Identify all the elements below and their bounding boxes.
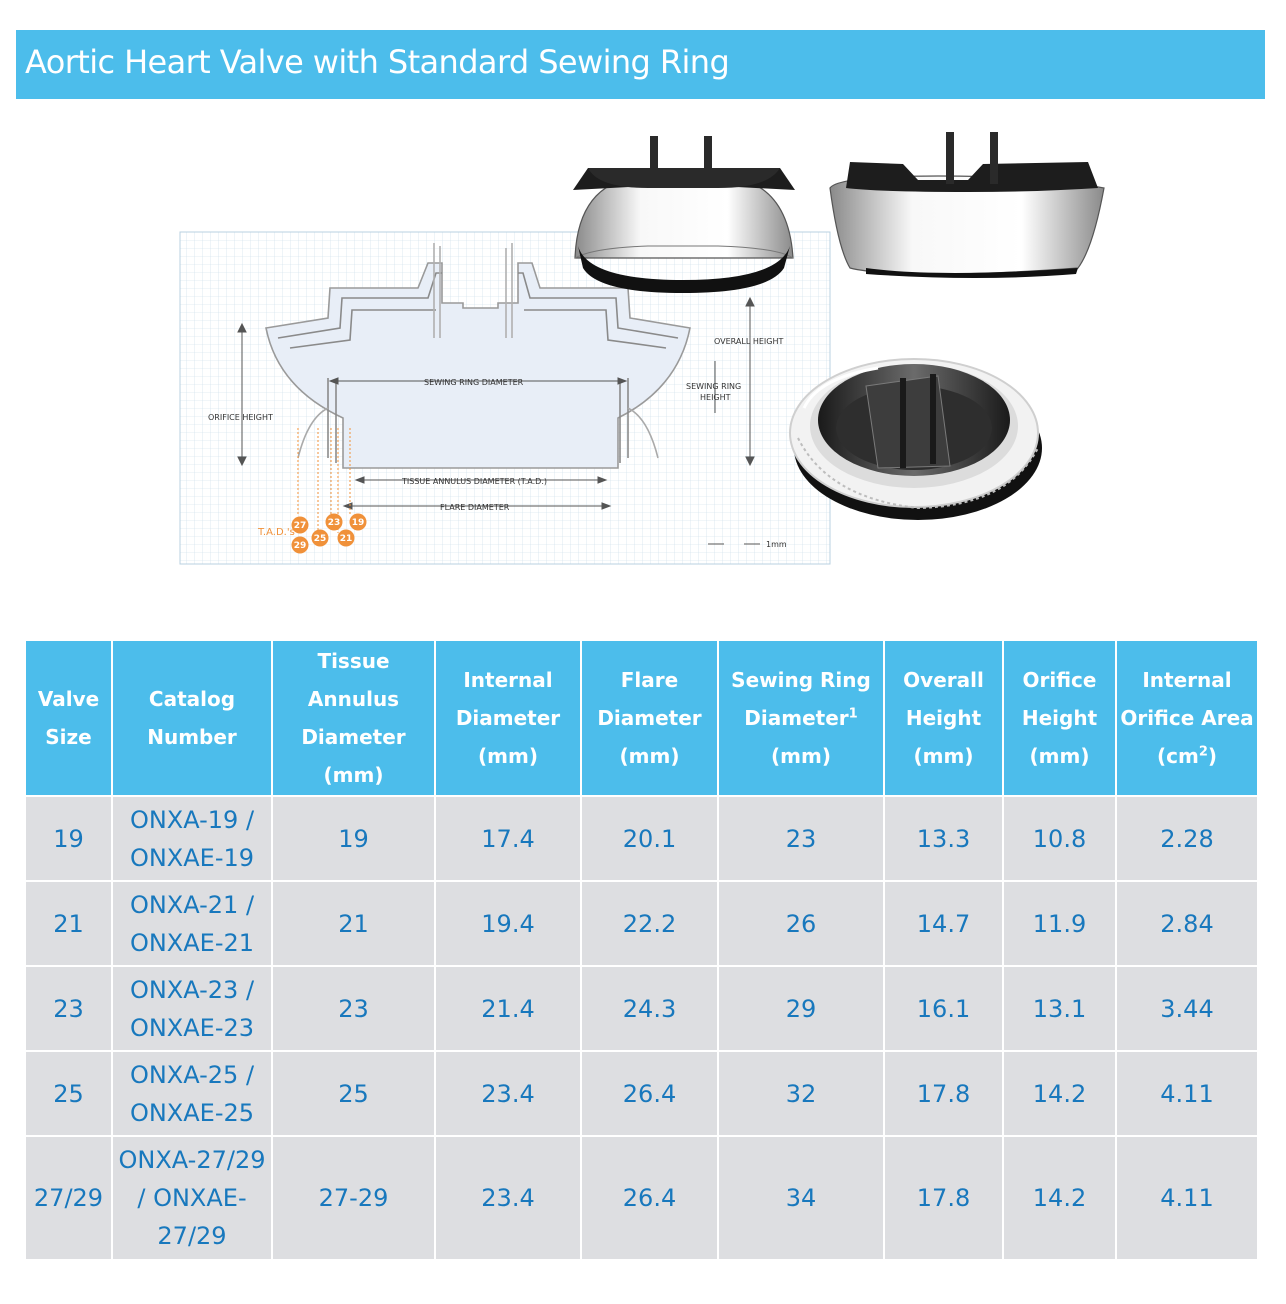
cell-overall-height: 17.8	[883, 1050, 1004, 1137]
label-tads: T.A.D.'s	[257, 527, 295, 538]
spec-table: Valve Size Catalog Number Tissue Annulus Dia…	[24, 639, 1259, 1261]
title-bar: Aortic Heart Valve with Standard Sewing …	[16, 30, 1265, 99]
cell-flare-diameter: 26.4	[580, 1135, 719, 1261]
cell-valve-size: 21	[24, 880, 113, 967]
tad-markers: T.A.D.'s 27 23 19 29 25 21	[257, 428, 367, 554]
header-tissue-annulus-diameter: Tissue Annulus Diameter (mm)	[271, 639, 436, 797]
cross-section-drawing	[265, 243, 691, 469]
table-row: 27/29 ONXA-27/29/ ONXAE- 27/29 27-29 23.4…	[24, 1135, 1259, 1261]
table-row: 19 ONXA-19 /ONXAE-19 19 17.4 20.1 23 13.…	[24, 795, 1259, 882]
label-overall-height: OVERALL HEIGHT	[714, 337, 783, 346]
cell-valve-size: 27/29	[24, 1135, 113, 1261]
table-header-row: Valve Size Catalog Number Tissue Annulus Dia…	[24, 639, 1259, 797]
label-sewing-ring-height-2: HEIGHT	[700, 393, 731, 402]
cell-catalog-number: ONXA-23 /ONXAE-23	[111, 965, 273, 1052]
header-valve-size: Valve Size	[24, 639, 113, 797]
tad-badge: 19	[352, 518, 365, 528]
label-flare-diameter: FLARE DIAMETER	[440, 503, 510, 512]
cell-internal-diameter: 23.4	[434, 1135, 582, 1261]
cell-sewing-ring-diameter: 23	[717, 795, 885, 882]
cell-sewing-ring-diameter: 34	[717, 1135, 885, 1261]
cell-orifice-height: 13.1	[1002, 965, 1117, 1052]
header-internal-diameter: Internal Diameter (mm)	[434, 639, 582, 797]
cell-internal-diameter: 19.4	[434, 880, 582, 967]
label-scale: 1mm	[766, 540, 787, 549]
cell-overall-height: 17.8	[883, 1135, 1004, 1261]
cell-catalog-number: ONXA-21 /ONXAE-21	[111, 880, 273, 967]
header-internal-orifice-area: Internal Orifice Area (cm2)	[1115, 639, 1259, 797]
header-flare-diameter: Flare Diameter (mm)	[580, 639, 719, 797]
dimension-labels: OVERALL HEIGHT SEWING RING HEIGHT ORIFIC…	[208, 337, 787, 549]
valve-render-side	[829, 132, 1105, 278]
cell-tad: 25	[271, 1050, 436, 1137]
cell-orifice-area: 3.44	[1115, 965, 1259, 1052]
cell-overall-height: 16.1	[883, 965, 1004, 1052]
tad-badge: 21	[340, 534, 353, 544]
valve-diagram: OVERALL HEIGHT SEWING RING HEIGHT ORIFIC…	[179, 132, 1105, 565]
cell-tad: 23	[271, 965, 436, 1052]
cell-orifice-area: 2.84	[1115, 880, 1259, 967]
dimension-lines	[237, 296, 760, 545]
cell-orifice-height: 14.2	[1002, 1135, 1117, 1261]
cell-tad: 21	[271, 880, 436, 967]
tad-badge: 25	[314, 534, 327, 544]
cell-orifice-area: 2.28	[1115, 795, 1259, 882]
valve-render-angled	[789, 358, 1042, 520]
cell-orifice-height: 11.9	[1002, 880, 1117, 967]
cell-internal-diameter: 17.4	[434, 795, 582, 882]
cell-overall-height: 14.7	[883, 880, 1004, 967]
cell-internal-diameter: 21.4	[434, 965, 582, 1052]
header-sewing-ring-diameter: Sewing Ring Diameter1 (mm)	[717, 639, 885, 797]
table-row: 25 ONXA-25 /ONXAE-25 25 23.4 26.4 32 17.…	[24, 1050, 1259, 1137]
cell-catalog-number: ONXA-19 /ONXAE-19	[111, 795, 273, 882]
cell-orifice-area: 4.11	[1115, 1050, 1259, 1137]
label-orifice-height: ORIFICE HEIGHT	[208, 413, 273, 422]
cell-tad: 19	[271, 795, 436, 882]
page-title: Aortic Heart Valve with Standard Sewing …	[25, 43, 730, 81]
cell-internal-diameter: 23.4	[434, 1050, 582, 1137]
cell-valve-size: 25	[24, 1050, 113, 1137]
cell-valve-size: 19	[24, 795, 113, 882]
cell-flare-diameter: 26.4	[580, 1050, 719, 1137]
header-orifice-height: Orifice Height (mm)	[1002, 639, 1117, 797]
cell-flare-diameter: 22.2	[580, 880, 719, 967]
tad-badge: 23	[328, 518, 341, 528]
tad-badge: 27	[294, 521, 307, 531]
table-row: 23 ONXA-23 /ONXAE-23 23 21.4 24.3 29 16.…	[24, 965, 1259, 1052]
cell-orifice-height: 14.2	[1002, 1050, 1117, 1137]
cell-sewing-ring-diameter: 26	[717, 880, 885, 967]
cell-overall-height: 13.3	[883, 795, 1004, 882]
cell-sewing-ring-diameter: 32	[717, 1050, 885, 1137]
table-row: 21 ONXA-21 /ONXAE-21 21 19.4 22.2 26 14.…	[24, 880, 1259, 967]
cell-tad: 27-29	[271, 1135, 436, 1261]
header-overall-height: Overall Height (mm)	[883, 639, 1004, 797]
cell-catalog-number: ONXA-25 /ONXAE-25	[111, 1050, 273, 1137]
cell-orifice-height: 10.8	[1002, 795, 1117, 882]
cell-orifice-area: 4.11	[1115, 1135, 1259, 1261]
header-catalog-number: Catalog Number	[111, 639, 273, 797]
cell-sewing-ring-diameter: 29	[717, 965, 885, 1052]
label-sewing-ring-height-1: SEWING RING	[686, 382, 741, 391]
cell-flare-diameter: 24.3	[580, 965, 719, 1052]
valve-figure: OVERALL HEIGHT SEWING RING HEIGHT ORIFIC…	[178, 128, 1110, 568]
tad-badge: 29	[294, 541, 307, 551]
cell-valve-size: 23	[24, 965, 113, 1052]
label-sewing-ring-diameter: SEWING RING DIAMETER	[424, 378, 524, 387]
valve-render-front	[573, 136, 795, 293]
label-tad: TISSUE ANNULUS DIAMETER (T.A.D.)	[401, 477, 547, 486]
cell-flare-diameter: 20.1	[580, 795, 719, 882]
cell-catalog-number: ONXA-27/29/ ONXAE- 27/29	[111, 1135, 273, 1261]
